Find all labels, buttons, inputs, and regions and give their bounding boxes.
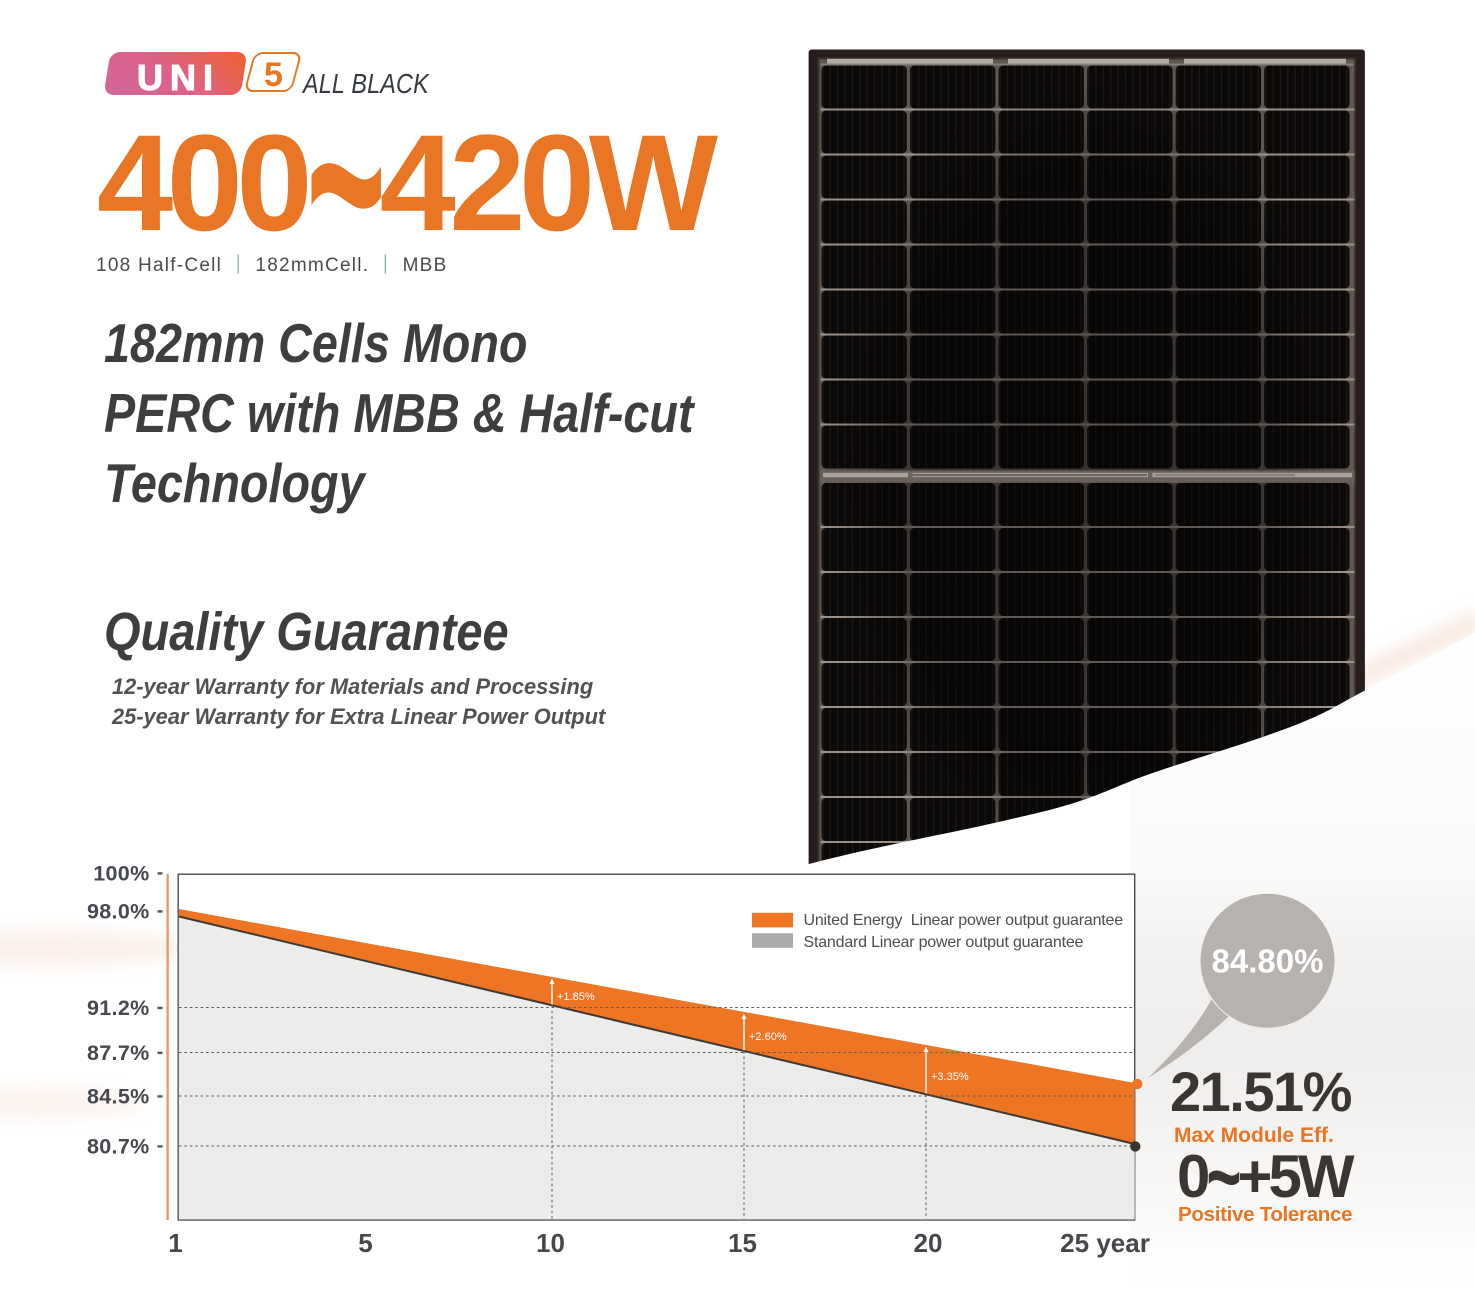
svg-text:10: 10 [536,1228,565,1258]
svg-text:1: 1 [168,1228,182,1258]
svg-text:20: 20 [914,1228,943,1258]
svg-text:91.2%: 91.2% [87,996,149,1020]
svg-text:87.7%: 87.7% [87,1041,149,1065]
svg-text:80.7%: 80.7% [87,1135,149,1159]
svg-text:84.5%: 84.5% [87,1085,149,1109]
svg-text:15: 15 [728,1228,757,1258]
svg-text:84.80%: 84.80% [1212,943,1324,980]
svg-text:5: 5 [358,1228,372,1258]
svg-text:Standard Linear power output g: Standard Linear power output guarantee [804,934,1084,951]
svg-text:100%: 100% [93,862,149,886]
svg-text:25 year: 25 year [1060,1228,1150,1258]
svg-text:98.0%: 98.0% [87,900,149,924]
svg-text:+1.85%: +1.85% [557,991,595,1003]
svg-text:+2.60%: +2.60% [749,1031,787,1043]
svg-text:+3.35%: +3.35% [931,1071,969,1083]
svg-text:United Energy Linear power ou: United Energy Linear power output guaran… [804,912,1124,929]
